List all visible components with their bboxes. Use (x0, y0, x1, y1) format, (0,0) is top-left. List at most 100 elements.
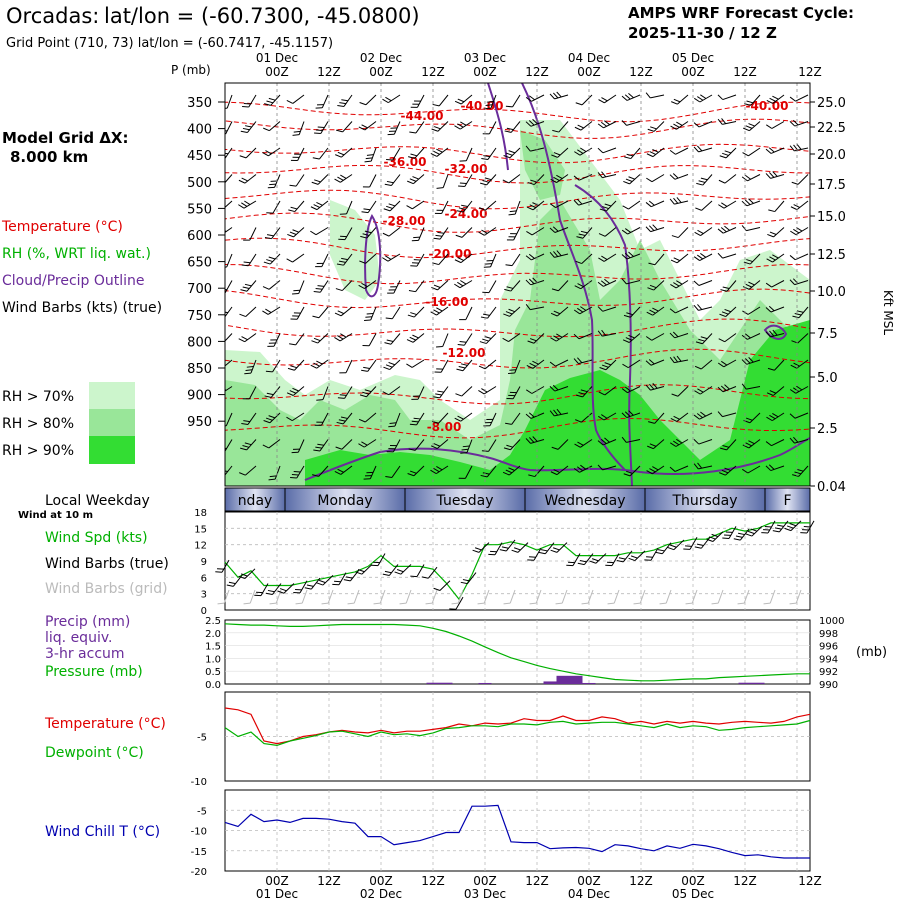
wind-barb (647, 439, 665, 450)
wind-barb (694, 94, 713, 103)
y-tick-label: -20 (191, 867, 207, 878)
wind-barb (549, 250, 569, 258)
rh70-swatch (89, 382, 135, 409)
wind-barb (430, 147, 449, 157)
wind-barb (573, 174, 593, 181)
cloud-outlines (304, 83, 810, 486)
wind-barb (315, 94, 329, 109)
wind-barb (335, 439, 353, 450)
legend-temperature-ts: Temperature (°C) (44, 716, 166, 732)
height-tick-label: 22.5 (817, 121, 846, 136)
wind-barb (550, 542, 568, 553)
wind-barb (552, 121, 569, 133)
wind-barb (225, 94, 233, 110)
wind-barb (711, 589, 724, 605)
wind-barb (597, 329, 617, 337)
temperature-contour-label: -32.00 (445, 162, 488, 176)
wind-barb (407, 306, 425, 318)
wind-barb (526, 200, 545, 211)
wind-barb (526, 359, 545, 369)
wind-barb (215, 559, 230, 573)
wind-barb (683, 536, 698, 550)
wind-barb (597, 171, 617, 179)
weekday-label: Local Weekday (45, 493, 150, 509)
wind-barb (304, 577, 321, 590)
wind-barb (362, 333, 377, 347)
legend-wind-speed: Wind Spd (kts) (45, 530, 148, 546)
y-tick-label: -5 (197, 806, 207, 817)
temperature-contour-label: -12.00 (443, 346, 486, 360)
top-hour-label: 12Z (525, 65, 549, 79)
wind-barb (621, 227, 641, 235)
wind-barb (263, 412, 281, 424)
wind-barb (243, 589, 256, 605)
wind-barb (409, 412, 425, 426)
bottom-date-label: 04 Dec (568, 887, 610, 900)
wind-barb (694, 227, 713, 236)
height-tick-label: 17.5 (817, 178, 846, 193)
y-tick-label: 1.5 (205, 642, 221, 653)
temperature-contour (225, 288, 810, 309)
pressure-tick-label: 750 (187, 309, 212, 324)
y-tick-label: -10 (191, 827, 207, 838)
wind-barb (421, 566, 438, 579)
bottom-date-label: 03 Dec (464, 887, 506, 900)
wind-barb (589, 553, 607, 564)
wind-barb (244, 359, 257, 375)
wind-barb (371, 553, 386, 567)
wind-barb (622, 359, 641, 369)
wind-barb (765, 280, 785, 288)
cloud-outline-left (364, 213, 382, 298)
wind-barb (480, 306, 497, 319)
legend-pressure: Pressure (mb) (45, 664, 143, 680)
wind-barb (741, 225, 761, 232)
wind-barb (455, 227, 473, 238)
height-axis: 25.0 22.5 20.0 17.5 15.0 12.5 10.0 7.5 5.0 2.5 0.0… (810, 96, 846, 495)
wind-subtitle: Wind at 10 m (18, 510, 93, 521)
wind-barb (339, 200, 353, 215)
wind-barb (310, 200, 329, 211)
wind-barb (364, 306, 377, 322)
weekday-cell (405, 488, 525, 511)
wind-barb (573, 306, 593, 315)
wind-barb (719, 306, 737, 318)
wind-barb (478, 227, 497, 236)
top-hour-label: 00Z (577, 65, 601, 79)
upper-panel-frame (224, 82, 811, 487)
wind-barb (621, 386, 641, 394)
wind-barb (336, 412, 353, 425)
wind-barb (316, 574, 334, 586)
wind-barb (621, 436, 641, 443)
wind-barb (505, 253, 521, 267)
wind-barb (792, 306, 809, 319)
wind-barb (706, 531, 724, 542)
wind-barb (312, 306, 329, 319)
wind-barb (575, 253, 593, 265)
wind-barb (355, 564, 373, 575)
wind-barb (286, 412, 305, 422)
wind-barb (382, 253, 401, 262)
pressure-tick-label: 950 (187, 415, 212, 430)
pressure-unit: P (mb) (171, 63, 211, 77)
wind-barb (784, 520, 802, 532)
wind-barb (456, 359, 473, 372)
wind-barb (382, 227, 401, 237)
pressure-tick-label: 350 (187, 96, 212, 111)
wind-barb (242, 386, 257, 400)
wind-barb (581, 589, 594, 605)
wind-barb (225, 174, 233, 186)
wind-barb (238, 200, 257, 209)
wind-barb (225, 359, 233, 370)
wind-barb (406, 359, 425, 368)
wind-barb (645, 200, 665, 208)
weekday-cell (225, 488, 285, 511)
top-date-label: 05 Dec (672, 51, 714, 65)
wind-barb (655, 542, 672, 555)
wind-barb (573, 357, 593, 365)
wind-barb (503, 306, 521, 317)
wind-barb (431, 280, 449, 291)
wind-barb (526, 386, 545, 394)
wind-barb (434, 359, 449, 373)
wind-barb (242, 94, 257, 108)
